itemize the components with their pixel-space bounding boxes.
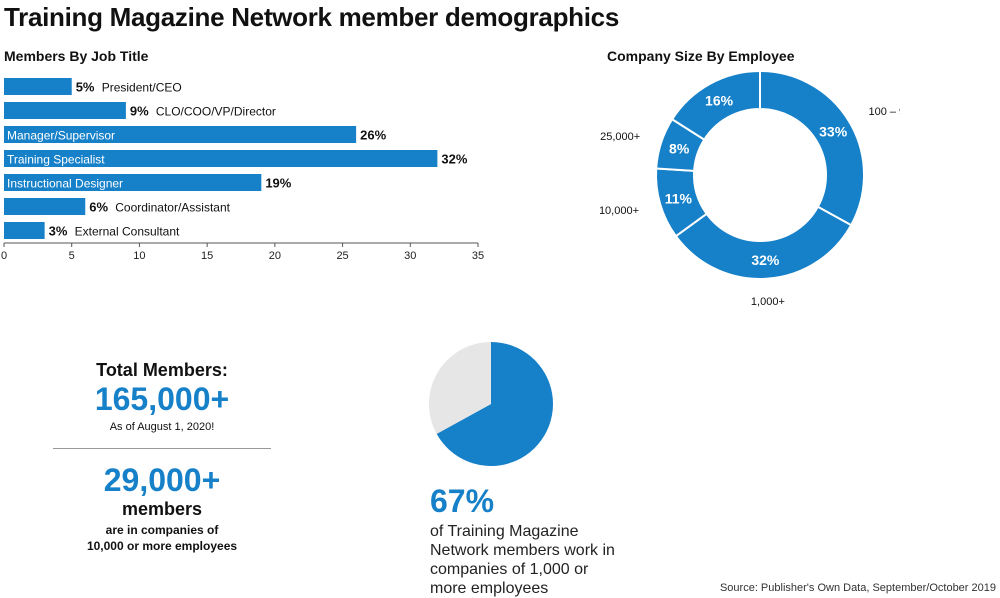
bar-value-label-3: 32% — [441, 152, 467, 167]
x-tick-label-5: 25 — [336, 250, 348, 262]
bar-1 — [4, 102, 126, 119]
donut-value-label-4: 16% — [705, 93, 734, 109]
bar-category-label-5: Coordinator/Assistant — [115, 201, 230, 215]
bar-6 — [4, 222, 45, 239]
divider — [53, 448, 271, 449]
donut-value-label-3: 8% — [669, 141, 690, 157]
bar-chart-title: Members By Job Title — [4, 48, 149, 64]
bar-2 — [4, 126, 357, 143]
large-company-desc-line2: 10,000 or more employees — [86, 539, 238, 553]
donut-slice-4 — [670, 70, 761, 142]
total-members-note: As of August 1, 2020! — [109, 421, 215, 433]
total-members-value: 165,000+ — [94, 381, 230, 417]
donut-value-label-1: 32% — [751, 252, 780, 268]
bar-category-label-0: President/CEO — [102, 81, 182, 95]
bar-0 — [4, 78, 72, 95]
company-size-donut-chart: 33% 100 – 999 32% 1,000+ 11% 10,000+ 8% 25,000+… — [600, 70, 900, 308]
bar-category-label-4: Instructional Designer — [7, 177, 123, 191]
x-tick-label-0: 0 — [1, 250, 7, 262]
page-title: Training Magazine Network member demogra… — [4, 2, 619, 32]
percent-stat-value: 67% — [430, 483, 495, 519]
donut-category-label-2: 10,000+ — [600, 205, 639, 217]
bar-category-label-6: External Consultant — [75, 225, 180, 239]
pie-slice-0 — [436, 342, 553, 466]
job-title-bar-chart: 5% President/CEO 9% CLO/COO/VP/Director Mana… — [1, 78, 484, 262]
donut-slice-1 — [674, 205, 853, 280]
donut-chart-title: Company Size By Employee — [607, 48, 795, 64]
large-company-desc-line1: are in companies of — [105, 523, 219, 537]
donut-category-label-4: 50,000+ — [659, 70, 699, 72]
bar-category-label-3: Training Specialist — [7, 153, 105, 167]
large-company-members-description: are in companies of 10,000 or more emplo… — [53, 522, 271, 554]
donut-category-label-3: 25,000+ — [600, 131, 640, 143]
total-members-block: Total Members: 165,000+ As of August 1, … — [53, 360, 271, 433]
donut-category-label-1: 1,000+ — [751, 296, 785, 308]
donut-slice-0 — [759, 70, 865, 227]
x-tick-label-2: 10 — [133, 250, 145, 262]
x-tick-label-6: 30 — [404, 250, 416, 262]
bar-category-label-1: CLO/COO/VP/Director — [156, 105, 276, 119]
x-tick-label-3: 15 — [201, 250, 213, 262]
source-note: Source: Publisher's Own Data, September/… — [719, 582, 996, 594]
bar-category-label-2: Manager/Supervisor — [7, 129, 115, 143]
donut-category-label-0: 100 – 999 — [868, 106, 900, 118]
x-tick-label-7: 35 — [472, 250, 484, 262]
total-members-label: Total Members: — [96, 360, 228, 380]
large-company-members-value: 29,000+ — [103, 462, 221, 498]
donut-value-label-0: 33% — [819, 124, 848, 140]
bar-value-label-1: 9% — [130, 104, 149, 119]
percent-stat-description: of Training Magazine Network members wor… — [430, 523, 615, 597]
bar-value-label-0: 5% — [76, 80, 95, 95]
bar-value-label-2: 26% — [360, 128, 386, 143]
bar-value-label-5: 6% — [89, 200, 108, 215]
bar-5 — [4, 198, 86, 215]
bar-3 — [4, 150, 438, 167]
bar-4 — [4, 174, 262, 191]
x-tick-label-1: 5 — [69, 250, 75, 262]
large-company-members-unit: members — [121, 499, 203, 519]
donut-value-label-2: 11% — [665, 191, 693, 207]
bar-value-label-4: 19% — [265, 176, 291, 191]
large-company-members-block: 29,000+ members are in companies of 10,0… — [53, 462, 271, 554]
bar-value-label-6: 3% — [49, 224, 68, 239]
percent-pie-chart — [429, 342, 553, 466]
pie-slice-1 — [429, 342, 491, 434]
x-tick-label-4: 20 — [269, 250, 281, 262]
